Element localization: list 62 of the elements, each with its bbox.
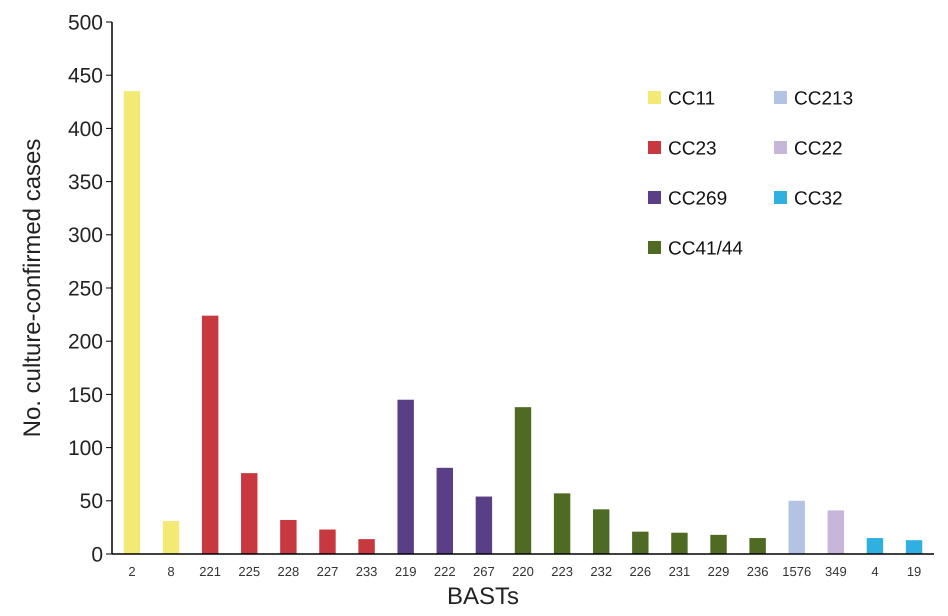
- legend-label: CC22: [794, 138, 843, 160]
- x-tick-label: 233: [356, 564, 378, 579]
- y-tick-label: 300: [68, 224, 103, 248]
- x-tick-label: 19: [906, 564, 922, 579]
- y-tick-label: 50: [80, 490, 103, 514]
- y-tick-label: 400: [68, 118, 103, 141]
- x-tick-label: 226: [629, 564, 652, 579]
- bar: [162, 521, 180, 554]
- x-tick-label: 2: [128, 564, 136, 579]
- x-tick-label: 227: [316, 564, 338, 579]
- x-tick-label: 228: [278, 564, 300, 579]
- bar: [397, 400, 414, 554]
- y-tick-label: 150: [68, 384, 103, 407]
- bar: [241, 473, 258, 554]
- bar: [280, 520, 297, 554]
- y-axis-title: No. culture-confirmed cases: [19, 138, 46, 438]
- bar: [906, 540, 922, 554]
- bar: [749, 538, 766, 554]
- y-tick-label: 350: [68, 170, 103, 194]
- x-tick-label: 222: [434, 564, 456, 579]
- x-tick-label: 267: [473, 564, 495, 579]
- y-tick-label: 0: [91, 543, 103, 566]
- bar: [632, 532, 649, 554]
- y-tick-label: 250: [68, 277, 103, 300]
- x-tick-label: 4: [871, 564, 879, 579]
- x-tick-label: 349: [824, 564, 847, 579]
- x-tick-label: 219: [394, 564, 417, 579]
- x-tick-label: 1576: [782, 564, 812, 579]
- x-tick-label: 220: [512, 564, 534, 579]
- x-tick-label: 236: [746, 564, 768, 579]
- legend-label: CC32: [794, 188, 843, 210]
- bar: [319, 530, 336, 554]
- x-axis-title: BASTs: [446, 583, 520, 610]
- legend-label: CC269: [668, 188, 728, 210]
- bar: [866, 538, 884, 554]
- x-tick-label: 221: [199, 564, 222, 579]
- bar: [358, 539, 375, 554]
- legend-label: CC11: [668, 88, 716, 110]
- bar: [828, 510, 844, 554]
- x-tick-label: 223: [551, 564, 573, 579]
- legend-label: CC23: [668, 138, 717, 160]
- y-tick-label: 200: [68, 330, 103, 354]
- bar: [124, 91, 140, 554]
- x-tick-label: 225: [238, 564, 260, 579]
- bar: [202, 316, 218, 554]
- y-tick-label: 450: [68, 64, 103, 88]
- y-tick-label: 100: [68, 436, 103, 460]
- bar: [710, 534, 727, 554]
- x-tick-label: 8: [167, 564, 175, 579]
- bar: [554, 493, 570, 554]
- bar: [671, 532, 688, 554]
- legend-label: CC213: [794, 88, 854, 110]
- bar: [436, 468, 453, 554]
- bar: [476, 496, 492, 554]
- y-tick-label: 500: [68, 11, 103, 34]
- x-tick-label: 229: [708, 564, 730, 579]
- x-tick-label: 232: [590, 564, 612, 579]
- bar: [593, 509, 610, 554]
- bar: [514, 407, 532, 554]
- bar: [788, 500, 805, 554]
- x-tick-label: 231: [668, 564, 690, 579]
- legend-label: CC41/44: [668, 238, 744, 260]
